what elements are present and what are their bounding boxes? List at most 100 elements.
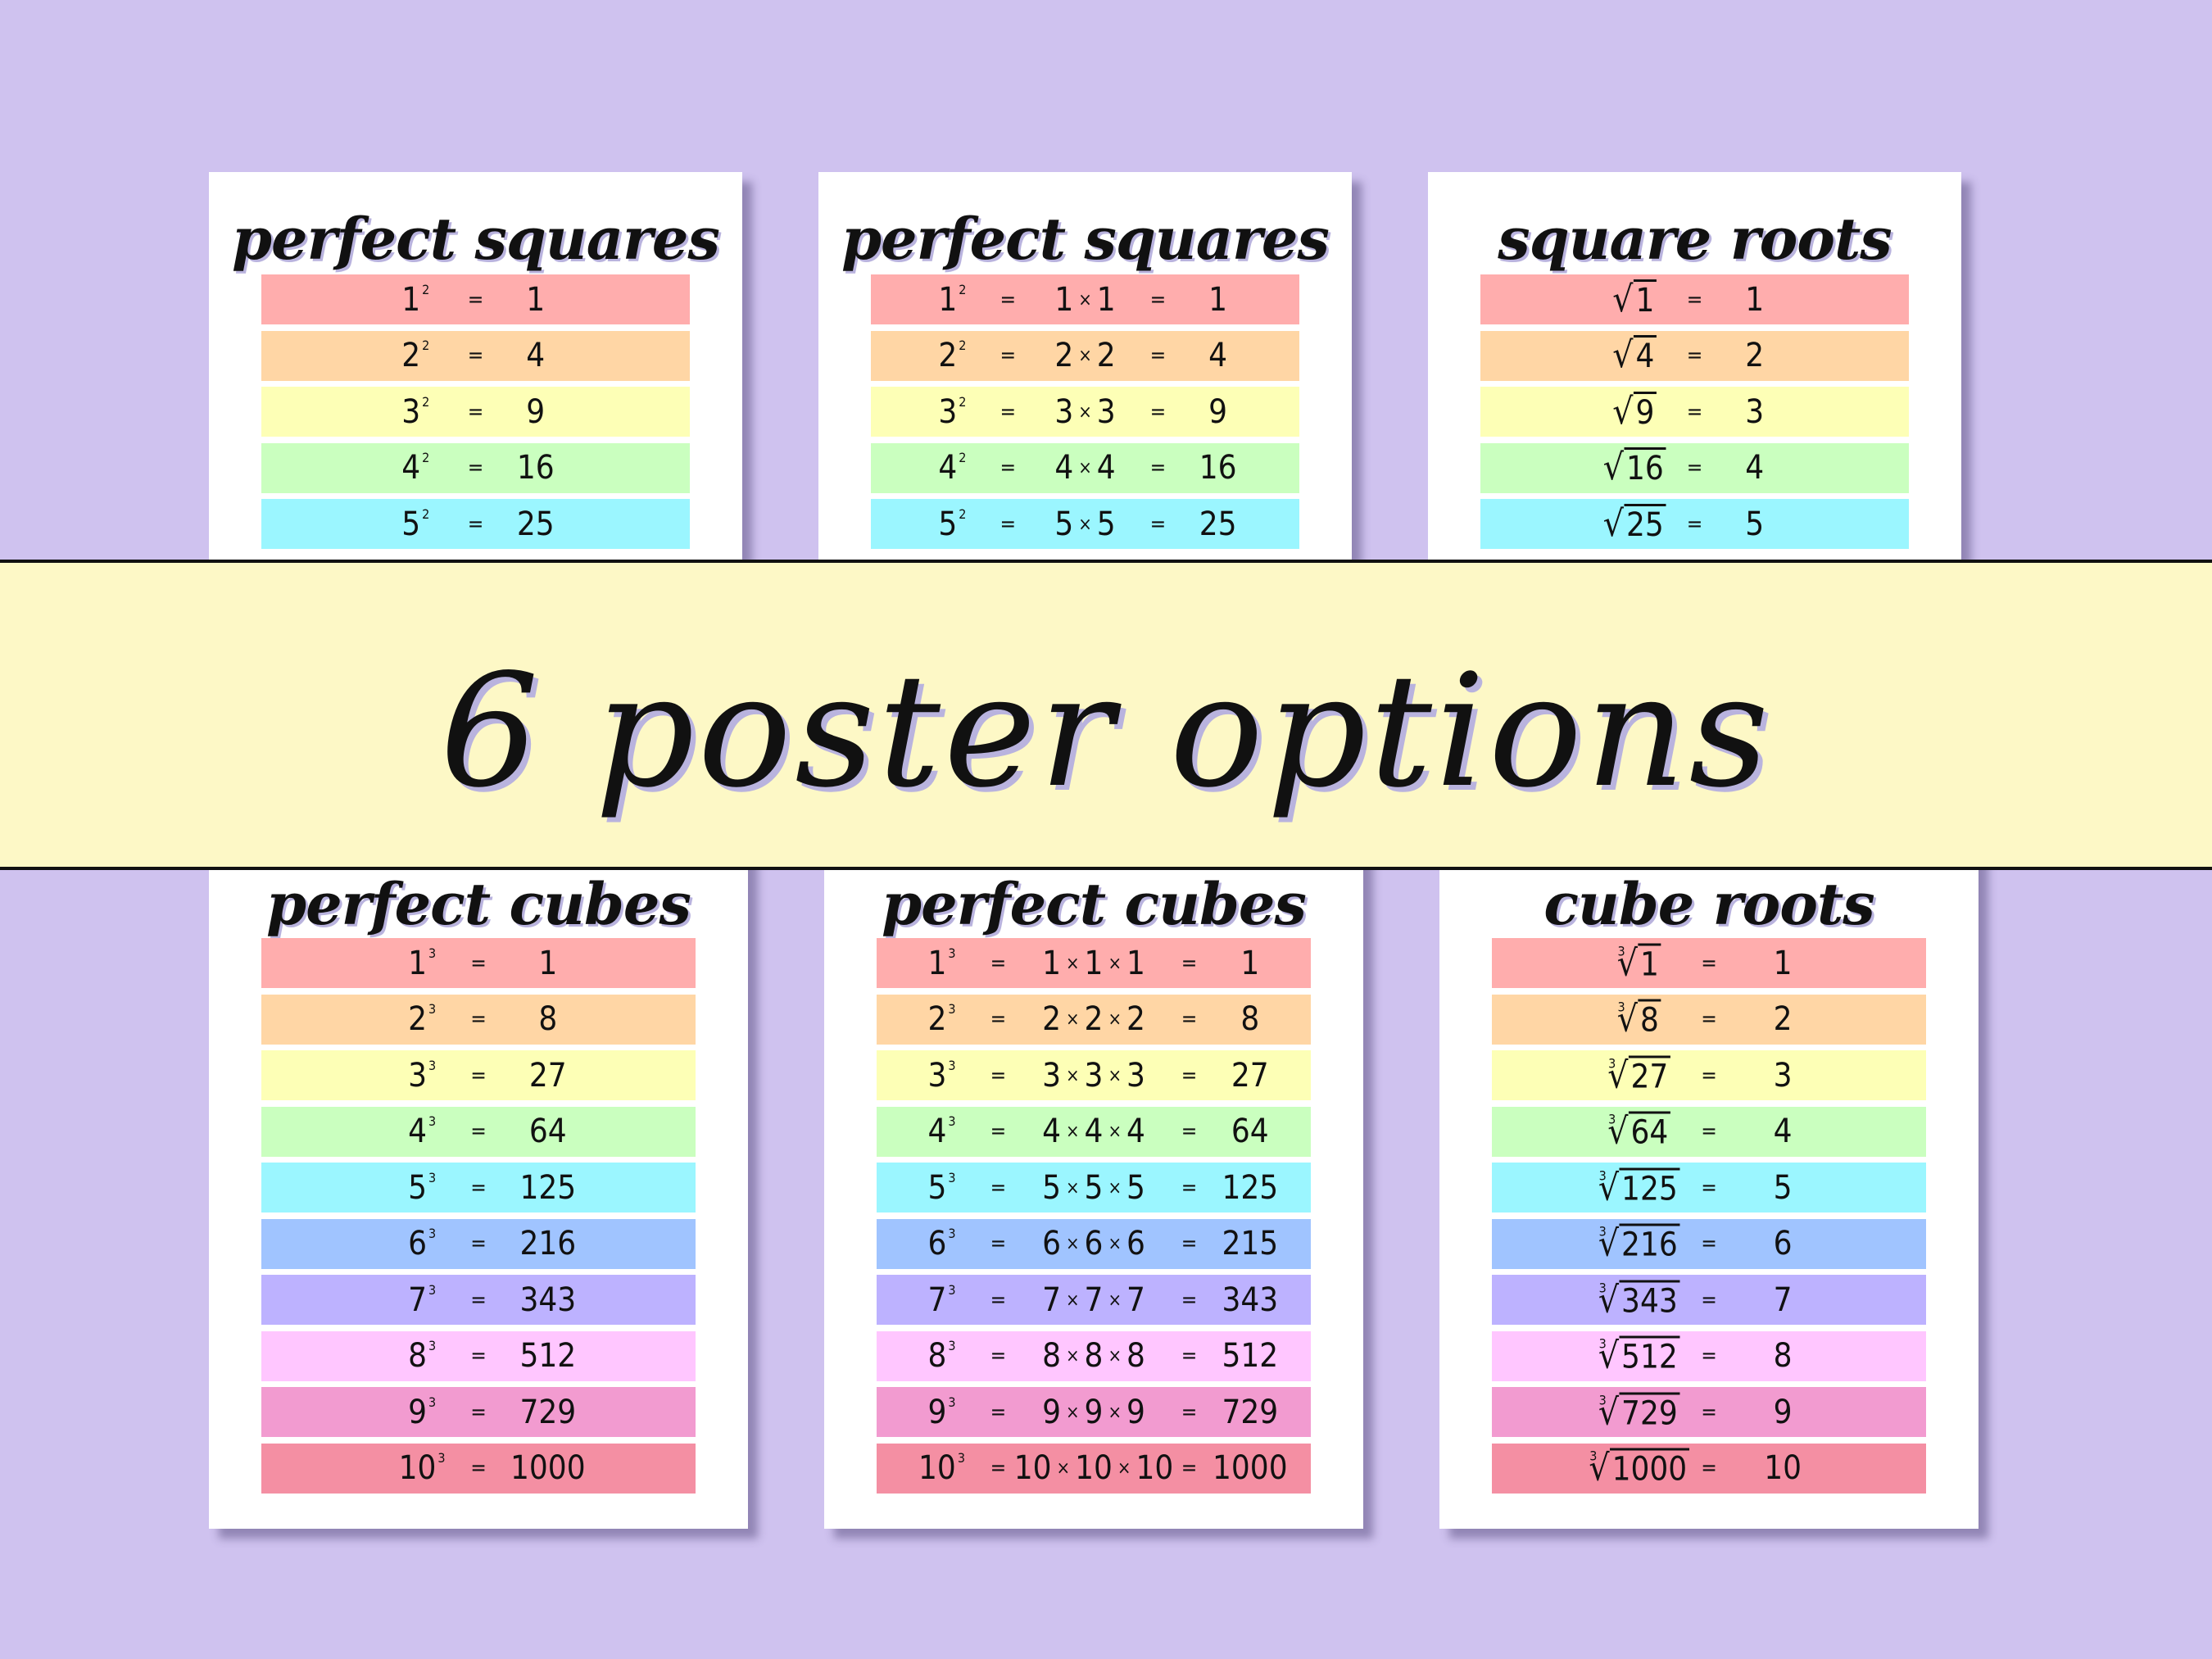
radicand: 729 [1619, 1392, 1680, 1432]
equals-sign: = [1686, 456, 1703, 480]
result-value: 25 [516, 505, 555, 543]
times-sign: × [1108, 1290, 1122, 1311]
factor: 4 [1096, 449, 1116, 487]
base: 2 [938, 337, 958, 374]
equals-sign: = [1181, 1175, 1198, 1200]
equals-sign: = [990, 1175, 1007, 1200]
root-index: 3 [1589, 1448, 1598, 1464]
factor: 9 [1126, 1393, 1145, 1431]
table-row: 2 3 = 8 [261, 994, 696, 1045]
exponent: 3 [957, 1450, 965, 1466]
table-row: 2 2 = 2 × 2 = 4 [871, 330, 1299, 381]
result-value: 512 [519, 1337, 577, 1375]
poster-rows: 3√1 = 1 3√8 = 2 3√27 = 3 3√64 = 4 3√125 = 5 3√216 = 6 3√34… [1492, 938, 1926, 1499]
exponent: 3 [948, 945, 956, 961]
base: 1 [927, 944, 947, 982]
equals-sign: = [999, 399, 1017, 424]
table-row: 5 3 = 125 [261, 1163, 696, 1213]
equals-sign: = [1181, 1344, 1198, 1368]
table-row: 9 3 = 729 [261, 1387, 696, 1437]
multiplication-expression: 5 × 5 × 5 [1042, 1172, 1145, 1204]
times-sign: × [1065, 1065, 1080, 1086]
equals-sign: = [1181, 1119, 1198, 1144]
equals-sign: = [1686, 343, 1703, 368]
base: 5 [927, 1168, 947, 1207]
exponent: 2 [422, 281, 430, 297]
base: 2 [408, 1000, 427, 1038]
table-row: 6 3 = 216 [261, 1218, 696, 1269]
base: 10 [398, 1449, 437, 1487]
times-sign: × [1078, 514, 1092, 535]
multiplication-expression: 1 × 1 × 1 [1042, 947, 1145, 980]
times-sign: × [1065, 1346, 1080, 1367]
equals-sign: = [1701, 1007, 1717, 1031]
equals-sign: = [1149, 399, 1167, 424]
root-index: 3 [1598, 1335, 1607, 1352]
base: 8 [408, 1337, 427, 1375]
table-row: 4 2 = 4 × 4 = 16 [871, 442, 1299, 493]
exponent: 3 [428, 1394, 437, 1410]
equals-sign: = [470, 1007, 487, 1031]
equals-sign: = [470, 1287, 487, 1312]
table-row: 1 3 = 1 × 1 × 1 = 1 [877, 938, 1311, 988]
factor: 8 [1042, 1337, 1061, 1375]
equals-sign: = [1701, 950, 1717, 976]
times-sign: × [1108, 1402, 1122, 1423]
multiplication-expression: 7 × 7 × 7 [1042, 1284, 1145, 1317]
table-row: 3√729 = 9 [1492, 1387, 1926, 1437]
banner: 6 poster options [0, 560, 2212, 870]
factor: 7 [1084, 1281, 1104, 1319]
factor: 3 [1126, 1056, 1145, 1095]
root-expression: 3√729 [1598, 1392, 1680, 1432]
multiplication-expression: 5 × 5 [1054, 508, 1115, 541]
equals-sign: = [467, 287, 484, 312]
result-value: 3 [1745, 392, 1765, 431]
table-row: 3√216 = 6 [1492, 1218, 1926, 1269]
root-index: 3 [1598, 1167, 1607, 1183]
poster-rows: 1 3 = 1 2 3 = 8 3 3 = 27 4 3 = 64 5 3 = 125 6 3 = 216 7 3 = 343 8 3 = 5… [261, 938, 696, 1499]
result-value: 8 [538, 1000, 558, 1038]
base: 6 [408, 1225, 427, 1262]
radicand: 64 [1628, 1111, 1671, 1152]
radicand: 1 [1637, 943, 1661, 983]
base: 1 [401, 280, 421, 319]
radical-icon: √ [1589, 1447, 1610, 1489]
exponent: 3 [428, 945, 437, 961]
factor: 4 [1042, 1113, 1061, 1150]
root-expression: 3√64 [1607, 1111, 1671, 1152]
factor: 1 [1126, 944, 1145, 982]
root-index: 3 [1608, 1055, 1616, 1071]
equals-sign: = [1686, 511, 1703, 537]
times-sign: × [1065, 1402, 1080, 1423]
table-row: √1 = 1 [1480, 274, 1909, 324]
radicand: 16 [1623, 447, 1666, 487]
equals-sign: = [990, 1119, 1007, 1144]
factor: 7 [1126, 1281, 1145, 1319]
result-value: 7 [1773, 1281, 1793, 1319]
base: 4 [408, 1113, 427, 1150]
factor: 9 [1084, 1393, 1104, 1431]
radicand: 27 [1628, 1055, 1671, 1095]
equals-sign: = [470, 1119, 487, 1144]
equals-sign: = [999, 287, 1017, 312]
result-value: 512 [1222, 1337, 1279, 1375]
equals-sign: = [467, 343, 484, 368]
base: 2 [927, 1000, 947, 1038]
exponent: 2 [959, 505, 967, 522]
exponent: 2 [422, 338, 430, 353]
result-value: 64 [1231, 1113, 1269, 1150]
table-row: 3√512 = 8 [1492, 1330, 1926, 1381]
result-value: 16 [516, 449, 555, 487]
equals-sign: = [1686, 399, 1703, 424]
poster-title: perfect squares [841, 205, 1330, 273]
times-sign: × [1108, 1177, 1122, 1199]
poster-rows: √1 = 1 √4 = 2 √9 = 3 √16 = 4 √25 = 5 [1480, 274, 1909, 555]
result-value: 216 [519, 1225, 577, 1262]
